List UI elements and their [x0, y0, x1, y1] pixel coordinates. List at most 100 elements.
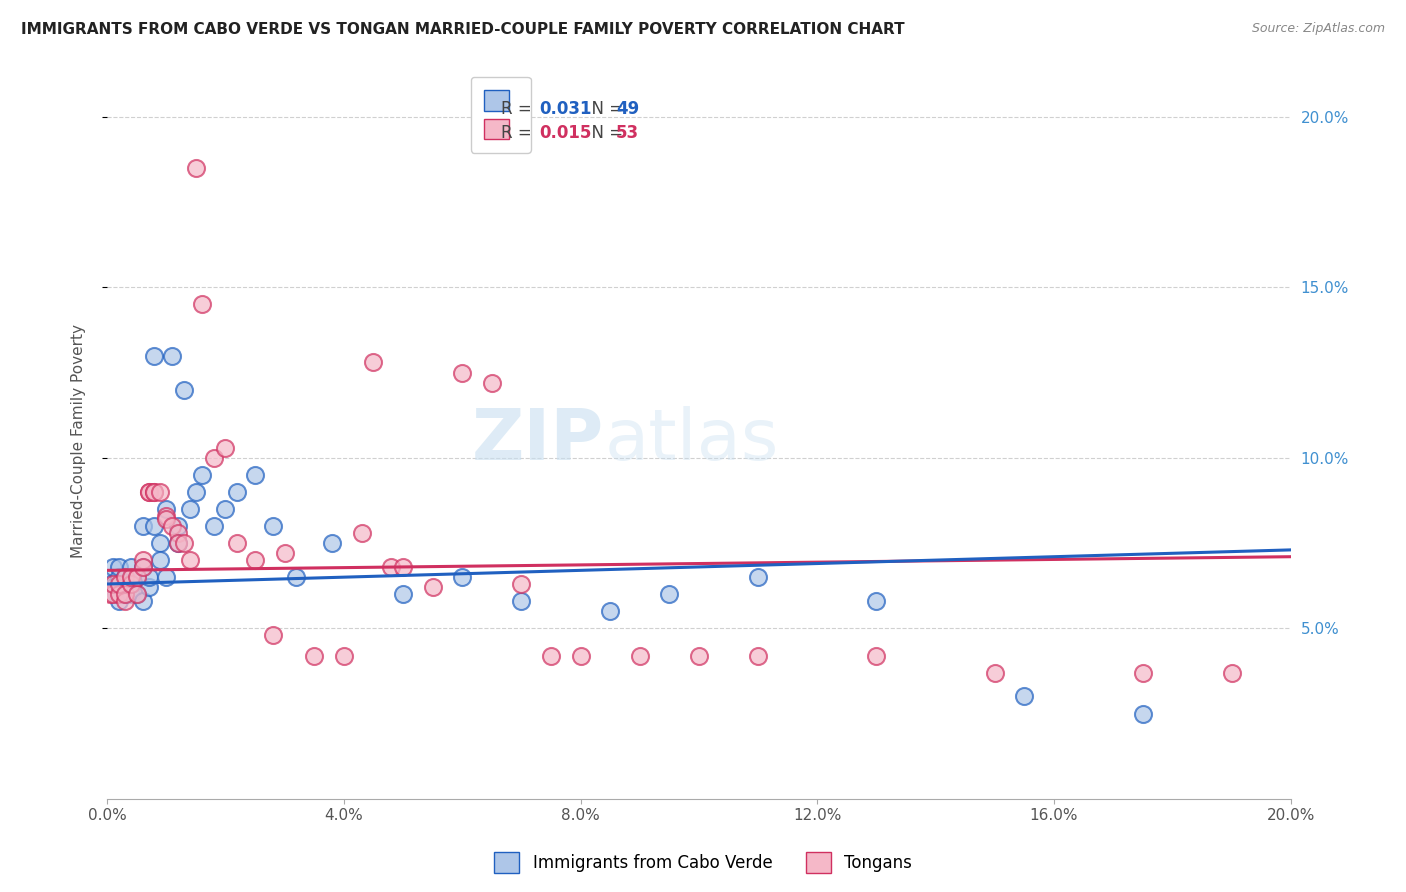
Point: [202, 519, 225, 533]
Point: [114, 587, 136, 601]
Point: [173, 536, 195, 550]
Point: [865, 648, 887, 663]
Y-axis label: Married-Couple Family Poverty: Married-Couple Family Poverty: [72, 324, 86, 558]
Point: [184, 161, 207, 175]
Point: [120, 560, 142, 574]
Point: [179, 553, 201, 567]
Point: [108, 594, 131, 608]
Point: [569, 648, 592, 663]
Point: [191, 467, 214, 482]
Point: [422, 581, 444, 595]
Point: [1132, 665, 1154, 680]
Point: [167, 536, 190, 550]
Point: [173, 383, 195, 397]
Point: [120, 577, 142, 591]
Point: [658, 587, 681, 601]
Point: [155, 502, 177, 516]
Point: [101, 587, 124, 601]
Point: [131, 519, 153, 533]
Point: [302, 648, 325, 663]
Point: [125, 587, 148, 601]
Point: [138, 570, 160, 584]
Point: [191, 297, 214, 311]
Point: [865, 594, 887, 608]
Point: [363, 355, 385, 369]
Text: N =: N =: [581, 124, 628, 142]
Point: [131, 560, 153, 574]
Point: [143, 484, 166, 499]
Point: [167, 536, 190, 550]
Point: [984, 665, 1007, 680]
Point: [184, 484, 207, 499]
Point: [149, 553, 172, 567]
Point: [392, 560, 415, 574]
Point: [143, 519, 166, 533]
Point: [98, 577, 121, 591]
Point: [688, 648, 710, 663]
Point: [114, 577, 136, 591]
Point: [243, 467, 266, 482]
Point: [167, 525, 190, 540]
Point: [451, 570, 474, 584]
Point: [138, 581, 160, 595]
Point: [226, 484, 249, 499]
Point: [451, 366, 474, 380]
Point: [214, 441, 236, 455]
Point: [510, 594, 533, 608]
Point: [114, 570, 136, 584]
Point: [131, 560, 153, 574]
Point: [1014, 690, 1036, 704]
Point: [262, 628, 284, 642]
Point: [481, 376, 503, 390]
Point: [333, 648, 356, 663]
Point: [350, 525, 373, 540]
Point: [120, 570, 142, 584]
Point: [628, 648, 651, 663]
Point: [143, 349, 166, 363]
Point: [1220, 665, 1243, 680]
Point: [747, 570, 769, 584]
Point: [108, 560, 131, 574]
Point: [160, 349, 183, 363]
Point: [273, 546, 295, 560]
Point: [392, 587, 415, 601]
Point: [155, 508, 177, 523]
Point: [540, 648, 562, 663]
Point: [114, 570, 136, 584]
Point: [138, 484, 160, 499]
Text: IMMIGRANTS FROM CABO VERDE VS TONGAN MARRIED-COUPLE FAMILY POVERTY CORRELATION C: IMMIGRANTS FROM CABO VERDE VS TONGAN MAR…: [21, 22, 904, 37]
Point: [114, 594, 136, 608]
Point: [108, 587, 131, 601]
Point: [120, 577, 142, 591]
Text: R =: R =: [501, 100, 537, 118]
Point: [599, 604, 621, 618]
Point: [202, 450, 225, 465]
Point: [101, 577, 124, 591]
Point: [155, 512, 177, 526]
Text: N =: N =: [581, 100, 628, 118]
Point: [510, 577, 533, 591]
Point: [321, 536, 343, 550]
Point: [131, 594, 153, 608]
Point: [138, 484, 160, 499]
Point: [101, 581, 124, 595]
Point: [243, 553, 266, 567]
Point: [179, 502, 201, 516]
Legend: , : ,: [471, 77, 530, 153]
Point: [114, 587, 136, 601]
Text: R =: R =: [501, 124, 537, 142]
Point: [149, 484, 172, 499]
Legend: Immigrants from Cabo Verde, Tongans: Immigrants from Cabo Verde, Tongans: [488, 846, 918, 880]
Point: [262, 519, 284, 533]
Point: [1132, 706, 1154, 721]
Text: 49: 49: [616, 100, 640, 118]
Point: [160, 519, 183, 533]
Point: [125, 570, 148, 584]
Text: 53: 53: [616, 124, 640, 142]
Point: [167, 519, 190, 533]
Text: 0.015: 0.015: [538, 124, 592, 142]
Point: [285, 570, 308, 584]
Point: [125, 570, 148, 584]
Point: [214, 502, 236, 516]
Point: [143, 484, 166, 499]
